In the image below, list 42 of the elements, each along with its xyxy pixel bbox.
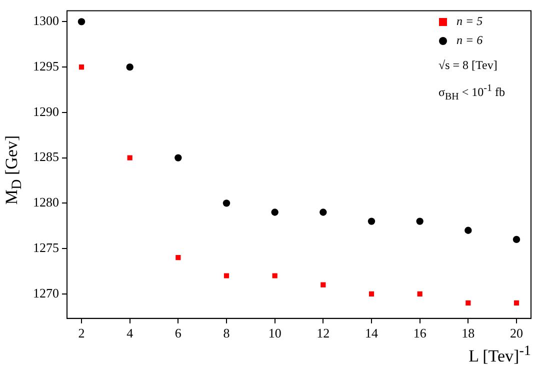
y-tick-label: 1275 xyxy=(33,240,59,255)
x-tick-label: 12 xyxy=(316,326,330,341)
x-tick-label: 14 xyxy=(365,326,378,341)
point xyxy=(126,63,134,71)
point xyxy=(464,226,472,234)
point xyxy=(78,64,84,70)
legend-label: n = 6 xyxy=(456,33,483,48)
point xyxy=(127,155,132,160)
annotation: √s = 8 [Tev] xyxy=(438,58,498,73)
x-tick-label: 2 xyxy=(78,326,85,341)
y-tick-label: 1280 xyxy=(33,194,59,210)
point xyxy=(512,236,520,244)
legend-label: n = 5 xyxy=(456,14,483,29)
point xyxy=(368,291,374,296)
x-tick-label: 4 xyxy=(126,326,134,341)
point xyxy=(466,300,471,306)
point xyxy=(222,200,230,207)
y-tick-label: 1270 xyxy=(33,285,59,300)
x-tick-label: 8 xyxy=(223,326,230,341)
annotation: σ$_{BH}$ < 10$^{-1}$ fb xyxy=(438,83,505,102)
point xyxy=(368,218,376,225)
point xyxy=(320,282,326,288)
y-tick-label: 1300 xyxy=(33,13,59,28)
y-tick-label: 1285 xyxy=(33,149,59,164)
point xyxy=(78,18,86,26)
point xyxy=(271,208,278,216)
x-tick-label: 20 xyxy=(510,326,523,341)
point xyxy=(224,273,230,278)
point xyxy=(174,154,182,162)
x-axis-title: L [Tev]$^{-1}$ xyxy=(468,343,531,367)
y-tick-label: 1295 xyxy=(33,58,59,74)
point xyxy=(320,208,327,216)
x-tick-label: 18 xyxy=(462,326,475,341)
point xyxy=(514,300,520,306)
point xyxy=(416,218,424,225)
x-tick-label: 16 xyxy=(413,326,427,341)
x-tick-label: 10 xyxy=(268,326,282,341)
point xyxy=(417,291,422,296)
point xyxy=(272,273,278,278)
y-tick-label: 1290 xyxy=(33,104,59,119)
x-tick-label: 6 xyxy=(174,326,182,341)
point xyxy=(176,255,181,260)
